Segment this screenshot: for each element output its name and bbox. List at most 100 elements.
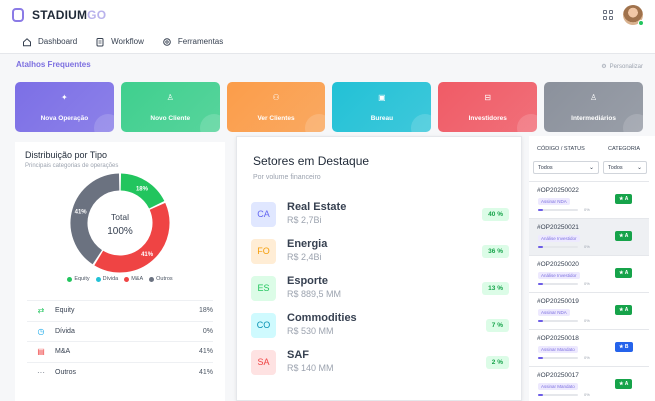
operation-progress-text: 0% xyxy=(584,207,590,212)
star-icon: ★ xyxy=(619,196,625,202)
distribution-row[interactable]: ⇄ Equity 18% xyxy=(27,300,213,321)
shortcut-card-label: Nova Operação xyxy=(40,114,89,122)
sector-row[interactable]: ES Esporte R$ 889,5 MM 13 % xyxy=(251,274,509,302)
distribution-row[interactable]: ◷ Dívida 0% xyxy=(27,320,213,342)
legend-label: M&A xyxy=(131,276,144,282)
operation-id[interactable]: #OP20250022 xyxy=(537,187,579,194)
distribution-subtitle: Principais categorias de operações xyxy=(25,163,119,169)
chart-legend: Equity Dívida M&A Outros xyxy=(15,276,225,282)
donut-slice-m&a[interactable] xyxy=(94,202,170,273)
nav-dashboard[interactable]: Dashboard xyxy=(22,37,77,47)
star-icon: ★ xyxy=(619,381,625,387)
distribution-row-value: 41% xyxy=(198,348,213,356)
operation-category-badge: ★ A xyxy=(615,305,633,315)
distribution-row-label: M&A xyxy=(55,348,71,356)
logo-icon xyxy=(12,8,24,22)
clock-icon: ◷ xyxy=(37,326,45,336)
donut-slice-label: 41% xyxy=(141,252,154,258)
main-nav: Dashboard Workflow Ferramentas xyxy=(0,30,655,54)
col-code-header: CÓDIGO / STATUS xyxy=(537,146,585,152)
operation-id[interactable]: #OP20250017 xyxy=(537,372,579,379)
col-category-header: CATEGORIA xyxy=(608,146,640,152)
nav-dashboard-label: Dashboard xyxy=(38,37,78,46)
distribution-row[interactable]: ··· Outros 41% xyxy=(27,361,213,383)
operation-progress-bar xyxy=(538,246,578,248)
operation-row[interactable]: #OP20250019 Assinar NDA 0% ★ A xyxy=(529,292,649,329)
operation-row[interactable]: #OP20250020 Análise Investidor 0% ★ A xyxy=(529,255,649,292)
brand-logo[interactable]: STADIUMGO xyxy=(32,8,106,22)
avatar[interactable] xyxy=(623,5,644,26)
shortcut-card-3[interactable]: ▣ Bureau xyxy=(332,82,432,132)
sector-info: Energia R$ 2,4Bi xyxy=(287,238,327,264)
legend-swatch xyxy=(67,276,73,282)
shortcut-card-label: Investidores xyxy=(468,114,507,122)
operation-category-badge: ★ A xyxy=(615,231,633,241)
legend-item[interactable]: Equity xyxy=(67,276,90,282)
operation-row[interactable]: #OP20250022 Assinar NDA 0% ★ A xyxy=(529,181,649,218)
sector-info: Esporte R$ 889,5 MM xyxy=(287,275,341,301)
operation-category-value: A xyxy=(624,381,629,387)
star-icon: ★ xyxy=(619,344,625,350)
legend-swatch xyxy=(95,276,101,282)
sectors-panel: Setores em Destaque Por volume financeir… xyxy=(236,136,522,401)
operation-progress-text: 0% xyxy=(584,355,590,360)
shortcut-card-1[interactable]: ♙ Novo Cliente xyxy=(120,82,220,132)
donut-slice-equity[interactable] xyxy=(120,173,165,209)
sector-value: R$ 889,5 MM xyxy=(287,289,342,299)
operation-progress-bar xyxy=(538,209,578,211)
nav-ferramentas-label: Ferramentas xyxy=(177,37,224,46)
star-icon: ★ xyxy=(619,270,625,276)
category-filter-value: Todos xyxy=(608,164,623,171)
operation-row[interactable]: #OP20250017 Assinar Mandato 0% ★ A xyxy=(529,366,649,401)
shortcut-card-4[interactable]: ⊟ Investidores xyxy=(438,82,538,132)
legend-item[interactable]: M&A xyxy=(124,276,143,282)
sector-value: R$ 530 MM xyxy=(287,326,334,336)
sector-badge: FO xyxy=(251,238,276,264)
distribution-row-value: 0% xyxy=(202,327,213,335)
sector-row[interactable]: CA Real Estate R$ 2,7Bi 40 % xyxy=(251,200,509,228)
top-bar: STADIUMGO xyxy=(0,0,655,30)
operation-category-value: A xyxy=(624,270,629,276)
legend-item[interactable]: Outros xyxy=(149,276,173,282)
operation-row[interactable]: #OP20250018 Assinar Mandato 0% ★ B xyxy=(529,329,649,366)
nav-ferramentas[interactable]: Ferramentas xyxy=(162,37,223,47)
legend-item[interactable]: Dívida xyxy=(95,276,119,282)
sector-badge: CA xyxy=(251,201,276,227)
shortcut-card-label: Novo Cliente xyxy=(150,114,191,122)
sector-row[interactable]: FO Energia R$ 2,4Bi 36 % xyxy=(251,237,509,265)
sector-row[interactable]: SA SAF R$ 140 MM 2 % xyxy=(251,348,509,376)
donut-slice-label: 18% xyxy=(136,186,149,192)
user-icon: ♙ xyxy=(589,92,598,102)
sectors-title: Setores em Destaque xyxy=(253,154,370,168)
legend-swatch xyxy=(124,276,130,282)
shortcut-card-2[interactable]: ⚇ Ver Clientes xyxy=(226,82,326,132)
nav-workflow[interactable]: Workflow xyxy=(95,37,144,47)
operation-progress-fill xyxy=(538,320,543,322)
sector-name: Energia xyxy=(287,238,328,250)
sector-row[interactable]: CO Commodities R$ 530 MM 7 % xyxy=(251,311,509,339)
clipboard-icon xyxy=(96,37,104,46)
legend-swatch xyxy=(149,276,155,282)
operation-category-badge: ★ A xyxy=(615,379,633,389)
distribution-donut-chart: 18% 41% 41% Total 100% xyxy=(70,173,170,273)
shortcuts-title: Atalhos Frequentes xyxy=(16,60,91,69)
personalize-button[interactable]: ⚙ Personalizar xyxy=(601,63,643,71)
distribution-row[interactable]: ▤ M&A 41% xyxy=(27,341,213,362)
legend-label: Dívida xyxy=(102,276,119,282)
category-filter-select[interactable]: Todos ⌄ xyxy=(603,161,647,174)
status-filter-select[interactable]: Todos ⌄ xyxy=(533,161,599,174)
shortcut-card-0[interactable]: ✦ Nova Operação xyxy=(15,82,114,132)
operation-status-tag: Assinar Mandato xyxy=(538,383,578,390)
sector-badge: ES xyxy=(251,275,276,301)
operation-id[interactable]: #OP20250019 xyxy=(537,298,579,305)
operation-row[interactable]: #OP20250021 Análise Investidor 0% ★ A xyxy=(529,218,649,255)
shortcut-card-5[interactable]: ♙ Intermediários xyxy=(544,82,643,132)
operation-progress-text: 0% xyxy=(584,244,590,249)
donut-slice-outros[interactable] xyxy=(70,173,120,265)
sector-value: R$ 2,7Bi xyxy=(287,215,322,225)
operation-id[interactable]: #OP20250018 xyxy=(537,335,579,342)
qr-code-icon[interactable] xyxy=(603,10,613,20)
sector-badge: SA xyxy=(251,349,276,375)
operation-id[interactable]: #OP20250021 xyxy=(537,224,579,231)
operation-id[interactable]: #OP20250020 xyxy=(537,261,579,268)
